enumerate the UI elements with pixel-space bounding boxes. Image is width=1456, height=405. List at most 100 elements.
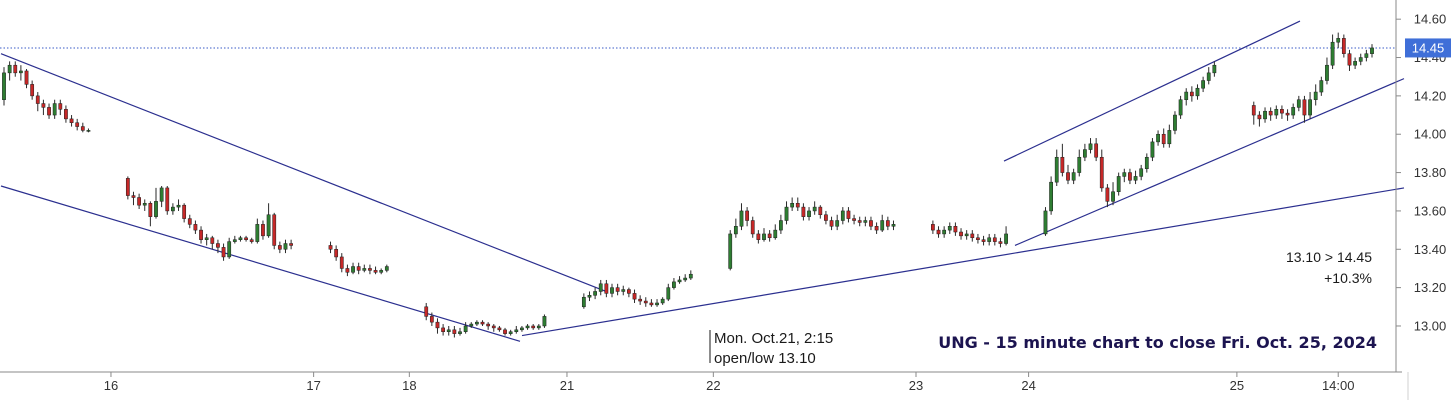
candle-up [964,233,969,237]
candle-down [64,109,68,120]
candle-up [784,206,789,221]
candle-down [69,118,74,123]
candle-up [1178,99,1183,116]
candle-up [660,298,665,304]
y-tick-label: 14.20 [1414,88,1447,103]
candle-down [47,107,51,116]
candle-up [677,279,682,283]
candle-down [846,210,851,219]
candle-up [1004,233,1008,244]
candle-up [1049,181,1053,212]
candle-down [615,287,620,292]
candle-down [187,218,192,225]
candle-up [176,204,181,208]
candle-down [429,316,434,323]
candle-down [80,126,85,131]
candle-down [767,233,772,239]
candle-layer [2,32,1374,338]
candle-down [1280,109,1284,114]
candle-up [255,224,260,242]
x-tick-label: 25 [1230,378,1244,393]
candle-up [475,321,479,325]
candle-up [1088,143,1093,150]
candle-up [1167,130,1172,145]
candle-up [351,266,355,273]
candle-up [1201,80,1205,89]
candle-up [525,325,530,329]
candle-up [807,210,811,217]
candle-down [649,302,654,306]
candle-up [1325,64,1329,81]
candle-down [643,300,648,304]
candle-up [1364,53,1369,58]
candle-up [688,273,693,279]
y-tick-label: 13.00 [1414,318,1447,333]
candle-up [1111,191,1115,202]
candle-up [1206,72,1211,81]
candle-down [1161,133,1166,145]
candle-up [520,327,524,331]
candle-down [148,203,153,217]
x-tick-label: 21 [560,378,574,393]
candle-down [503,329,507,334]
candle-down [199,229,203,240]
trendline-lower-descending-channel [0,185,521,342]
candle-up [880,220,885,231]
candle-down [58,103,63,110]
candle-down [824,214,828,221]
candle-up [587,295,592,298]
candle-down [604,283,609,294]
candle-up [1133,176,1138,181]
candle-up [1077,156,1082,173]
candle-up [142,203,147,206]
candle-down [486,323,491,327]
candle-up [840,210,845,221]
candle-down [1128,172,1132,181]
candle-down [992,237,997,242]
candle-up [1144,156,1149,169]
candle-up [52,103,57,116]
candle-up [1139,168,1144,177]
candle-up [171,206,175,212]
candle-down [801,206,806,217]
candle-down [328,245,333,250]
candle-down [638,298,643,302]
candle-down [272,214,277,246]
candle-down [953,226,958,233]
candle-down [289,243,293,246]
candle-up [266,214,271,237]
candle-up [508,331,513,334]
candle-down [368,268,372,271]
candle-up [1319,80,1324,93]
candle-up [1212,64,1217,74]
candle-down [885,220,890,227]
candle-up [227,241,232,258]
change-line1: 13.10 > 14.45 [1286,249,1372,265]
trendline-long-term-support [521,187,1405,337]
candle-up [536,325,541,329]
candle-up [762,233,766,240]
candle-up [1116,176,1121,193]
candle-up [384,266,389,271]
candle-up [238,237,243,240]
candle-down [125,178,130,196]
y-tick-label: 13.40 [1414,242,1447,257]
change-line2: +10.3% [1324,270,1372,286]
candle-up [593,291,597,296]
candle-up [779,220,783,231]
candle-up [232,239,237,242]
candle-down [334,249,339,258]
candle-up [863,220,868,223]
candle-down [970,233,975,239]
candle-down [277,245,282,250]
candle-down [491,325,496,329]
candle-up [1195,87,1200,97]
candle-up [1296,99,1301,108]
candle-up [581,296,586,308]
candle-up [773,229,778,239]
candle-up [458,331,462,334]
candle-up [672,281,676,288]
candle-down [1099,156,1104,189]
